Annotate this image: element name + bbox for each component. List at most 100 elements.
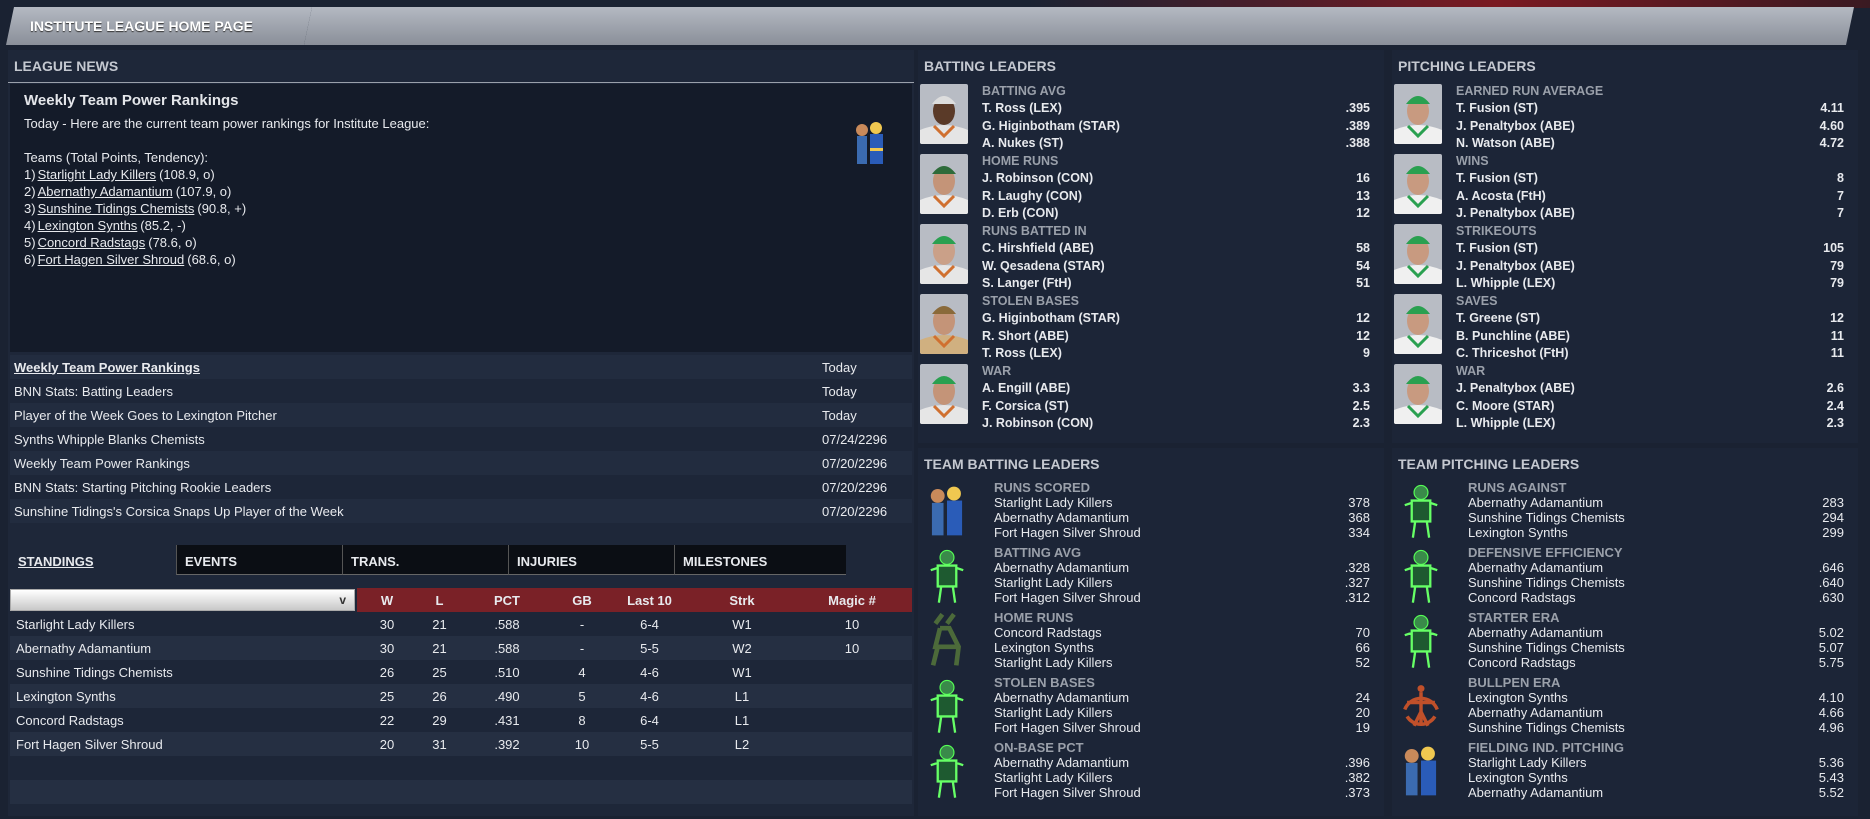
team-name[interactable]: Fort Hagen Silver Shroud xyxy=(16,736,163,752)
team-name[interactable]: Concord Radstags xyxy=(16,712,124,728)
team-name[interactable]: Lexington Synths xyxy=(1468,770,1568,785)
player-portrait[interactable] xyxy=(1394,224,1442,284)
news-item[interactable]: Weekly Team Power Rankings Today xyxy=(10,355,912,379)
team-name[interactable]: Concord Radstags xyxy=(1468,590,1576,605)
news-item-title[interactable]: Synths Whipple Blanks Chemists xyxy=(14,431,205,447)
news-item[interactable]: Player of the Week Goes to Lexington Pit… xyxy=(10,403,912,427)
player-portrait[interactable] xyxy=(920,84,968,144)
player-name[interactable]: A. Acosta (FtH) xyxy=(1456,188,1546,203)
team-name[interactable]: Abernathy Adamantium xyxy=(1468,560,1604,575)
team-name[interactable]: Starlight Lady Killers xyxy=(994,770,1113,785)
player-name[interactable]: F. Corsica (ST) xyxy=(982,398,1069,413)
player-portrait[interactable] xyxy=(1394,84,1442,144)
team-name[interactable]: Starlight Lady Killers xyxy=(994,655,1113,670)
team-link[interactable]: Concord Radstags xyxy=(37,235,146,250)
team-name[interactable]: Abernathy Adamantium xyxy=(1468,495,1604,510)
team-name[interactable]: Abernathy Adamantium xyxy=(994,560,1130,575)
column-header[interactable]: PCT xyxy=(494,592,520,608)
column-header[interactable]: Strk xyxy=(729,592,755,608)
player-portrait[interactable] xyxy=(920,364,968,424)
standings-row[interactable]: Sunshine Tidings Chemists 26 25 .510 4 4-6 W1 xyxy=(10,660,912,684)
player-name[interactable]: N. Watson (ABE) xyxy=(1456,136,1555,151)
team-name[interactable]: Fort Hagen Silver Shroud xyxy=(994,785,1141,800)
team-name[interactable]: Abernathy Adamantium xyxy=(1468,625,1604,640)
team-link[interactable]: Abernathy Adamantium xyxy=(37,184,173,199)
column-header[interactable]: L xyxy=(435,592,444,608)
division-dropdown[interactable]: v xyxy=(10,589,355,611)
team-name[interactable]: Abernathy Adamantium xyxy=(994,510,1130,525)
team-name[interactable]: Sunshine Tidings Chemists xyxy=(1468,575,1625,590)
team-name[interactable]: Abernathy Adamantium xyxy=(1468,785,1604,800)
tab-injuries[interactable]: INJURIES xyxy=(508,545,674,575)
column-header[interactable]: W xyxy=(380,592,394,608)
player-name[interactable]: J. Penaltybox (ABE) xyxy=(1456,381,1575,396)
team-link[interactable]: Lexington Synths xyxy=(37,218,138,233)
team-name[interactable]: Abernathy Adamantium xyxy=(1468,705,1604,720)
team-name[interactable]: Abernathy Adamantium xyxy=(994,755,1130,770)
player-name[interactable]: T. Greene (ST) xyxy=(1456,311,1541,326)
player-name[interactable]: S. Langer (FtH) xyxy=(982,276,1072,291)
news-item[interactable]: BNN Stats: Starting Pitching Rookie Lead… xyxy=(10,475,912,499)
team-name[interactable]: Sunshine Tidings Chemists xyxy=(16,664,173,680)
news-item-title[interactable]: BNN Stats: Batting Leaders xyxy=(14,383,173,399)
team-name[interactable]: Starlight Lady Killers xyxy=(994,495,1113,510)
player-name[interactable]: R. Short (ABE) xyxy=(982,328,1069,343)
standings-row[interactable]: Lexington Synths 25 26 .490 5 4-6 L1 xyxy=(10,684,912,708)
news-item-title[interactable]: Weekly Team Power Rankings xyxy=(14,359,200,375)
news-item-title[interactable]: Weekly Team Power Rankings xyxy=(14,455,190,471)
standings-row[interactable]: Abernathy Adamantium 30 21 .588 - 5-5 W2 10 xyxy=(10,636,912,660)
player-name[interactable]: W. Qesadena (STAR) xyxy=(982,258,1105,273)
news-item-title[interactable]: Player of the Week Goes to Lexington Pit… xyxy=(14,407,277,423)
tab-milestones[interactable]: MILESTONES xyxy=(674,545,846,575)
team-name[interactable]: Fort Hagen Silver Shroud xyxy=(994,720,1141,735)
player-name[interactable]: T. Ross (LEX) xyxy=(982,346,1062,361)
standings-row[interactable]: Fort Hagen Silver Shroud 20 31 .392 10 5-5 L2 xyxy=(10,732,912,756)
player-name[interactable]: B. Punchline (ABE) xyxy=(1456,328,1570,343)
team-name[interactable]: Sunshine Tidings Chemists xyxy=(1468,720,1625,735)
team-name[interactable]: Lexington Synths xyxy=(1468,690,1568,705)
tab-events[interactable]: EVENTS xyxy=(176,545,342,575)
player-name[interactable]: T. Fusion (ST) xyxy=(1456,101,1538,116)
team-name[interactable]: Concord Radstags xyxy=(1468,655,1576,670)
news-item[interactable]: Sunshine Tidings's Corsica Snaps Up Play… xyxy=(10,499,912,523)
news-item-title[interactable]: BNN Stats: Starting Pitching Rookie Lead… xyxy=(14,479,272,495)
team-name[interactable]: Fort Hagen Silver Shroud xyxy=(994,525,1141,540)
team-name[interactable]: Fort Hagen Silver Shroud xyxy=(994,590,1141,605)
standings-row[interactable]: Concord Radstags 22 29 .431 8 6-4 L1 xyxy=(10,708,912,732)
team-name[interactable]: Sunshine Tidings Chemists xyxy=(1468,510,1625,525)
player-name[interactable]: T. Ross (LEX) xyxy=(982,101,1062,116)
player-name[interactable]: J. Robinson (CON) xyxy=(982,171,1094,186)
team-link[interactable]: Fort Hagen Silver Shroud xyxy=(37,252,185,267)
team-name[interactable]: Abernathy Adamantium xyxy=(16,640,152,656)
news-item[interactable]: Weekly Team Power Rankings 07/20/2296 xyxy=(10,451,912,475)
player-name[interactable]: T. Fusion (ST) xyxy=(1456,241,1538,256)
player-name[interactable]: J. Robinson (CON) xyxy=(982,416,1094,431)
player-portrait[interactable] xyxy=(1394,154,1442,214)
player-name[interactable]: J. Penaltybox (ABE) xyxy=(1456,206,1575,221)
team-name[interactable]: Starlight Lady Killers xyxy=(1468,755,1587,770)
team-link[interactable]: Starlight Lady Killers xyxy=(37,167,157,182)
tab-standings[interactable]: STANDINGS xyxy=(18,554,94,569)
column-header[interactable]: Last 10 xyxy=(627,592,672,608)
player-name[interactable]: J. Penaltybox (ABE) xyxy=(1456,258,1575,273)
player-name[interactable]: A. Nukes (ST) xyxy=(982,136,1064,151)
player-name[interactable]: G. Higinbotham (STAR) xyxy=(982,118,1120,133)
team-name[interactable]: Lexington Synths xyxy=(16,688,116,704)
team-name[interactable]: Starlight Lady Killers xyxy=(994,575,1113,590)
player-portrait[interactable] xyxy=(920,154,968,214)
player-name[interactable]: C. Hirshfield (ABE) xyxy=(982,241,1094,256)
player-name[interactable]: A. Engill (ABE) xyxy=(982,381,1071,396)
player-name[interactable]: C. Moore (STAR) xyxy=(1456,398,1555,413)
team-name[interactable]: Lexington Synths xyxy=(1468,525,1568,540)
team-name[interactable]: Starlight Lady Killers xyxy=(994,705,1113,720)
player-portrait[interactable] xyxy=(920,294,968,354)
player-portrait[interactable] xyxy=(1394,364,1442,424)
player-name[interactable]: L. Whipple (LEX) xyxy=(1456,416,1556,431)
standings-row[interactable]: Starlight Lady Killers 30 21 .588 - 6-4 W1 10 xyxy=(10,612,912,636)
team-name[interactable]: Starlight Lady Killers xyxy=(16,616,135,632)
player-name[interactable]: D. Erb (CON) xyxy=(982,206,1059,221)
player-portrait[interactable] xyxy=(920,224,968,284)
player-name[interactable]: L. Whipple (LEX) xyxy=(1456,276,1556,291)
news-item[interactable]: Synths Whipple Blanks Chemists 07/24/2296 xyxy=(10,427,912,451)
column-header[interactable]: GB xyxy=(572,592,592,608)
